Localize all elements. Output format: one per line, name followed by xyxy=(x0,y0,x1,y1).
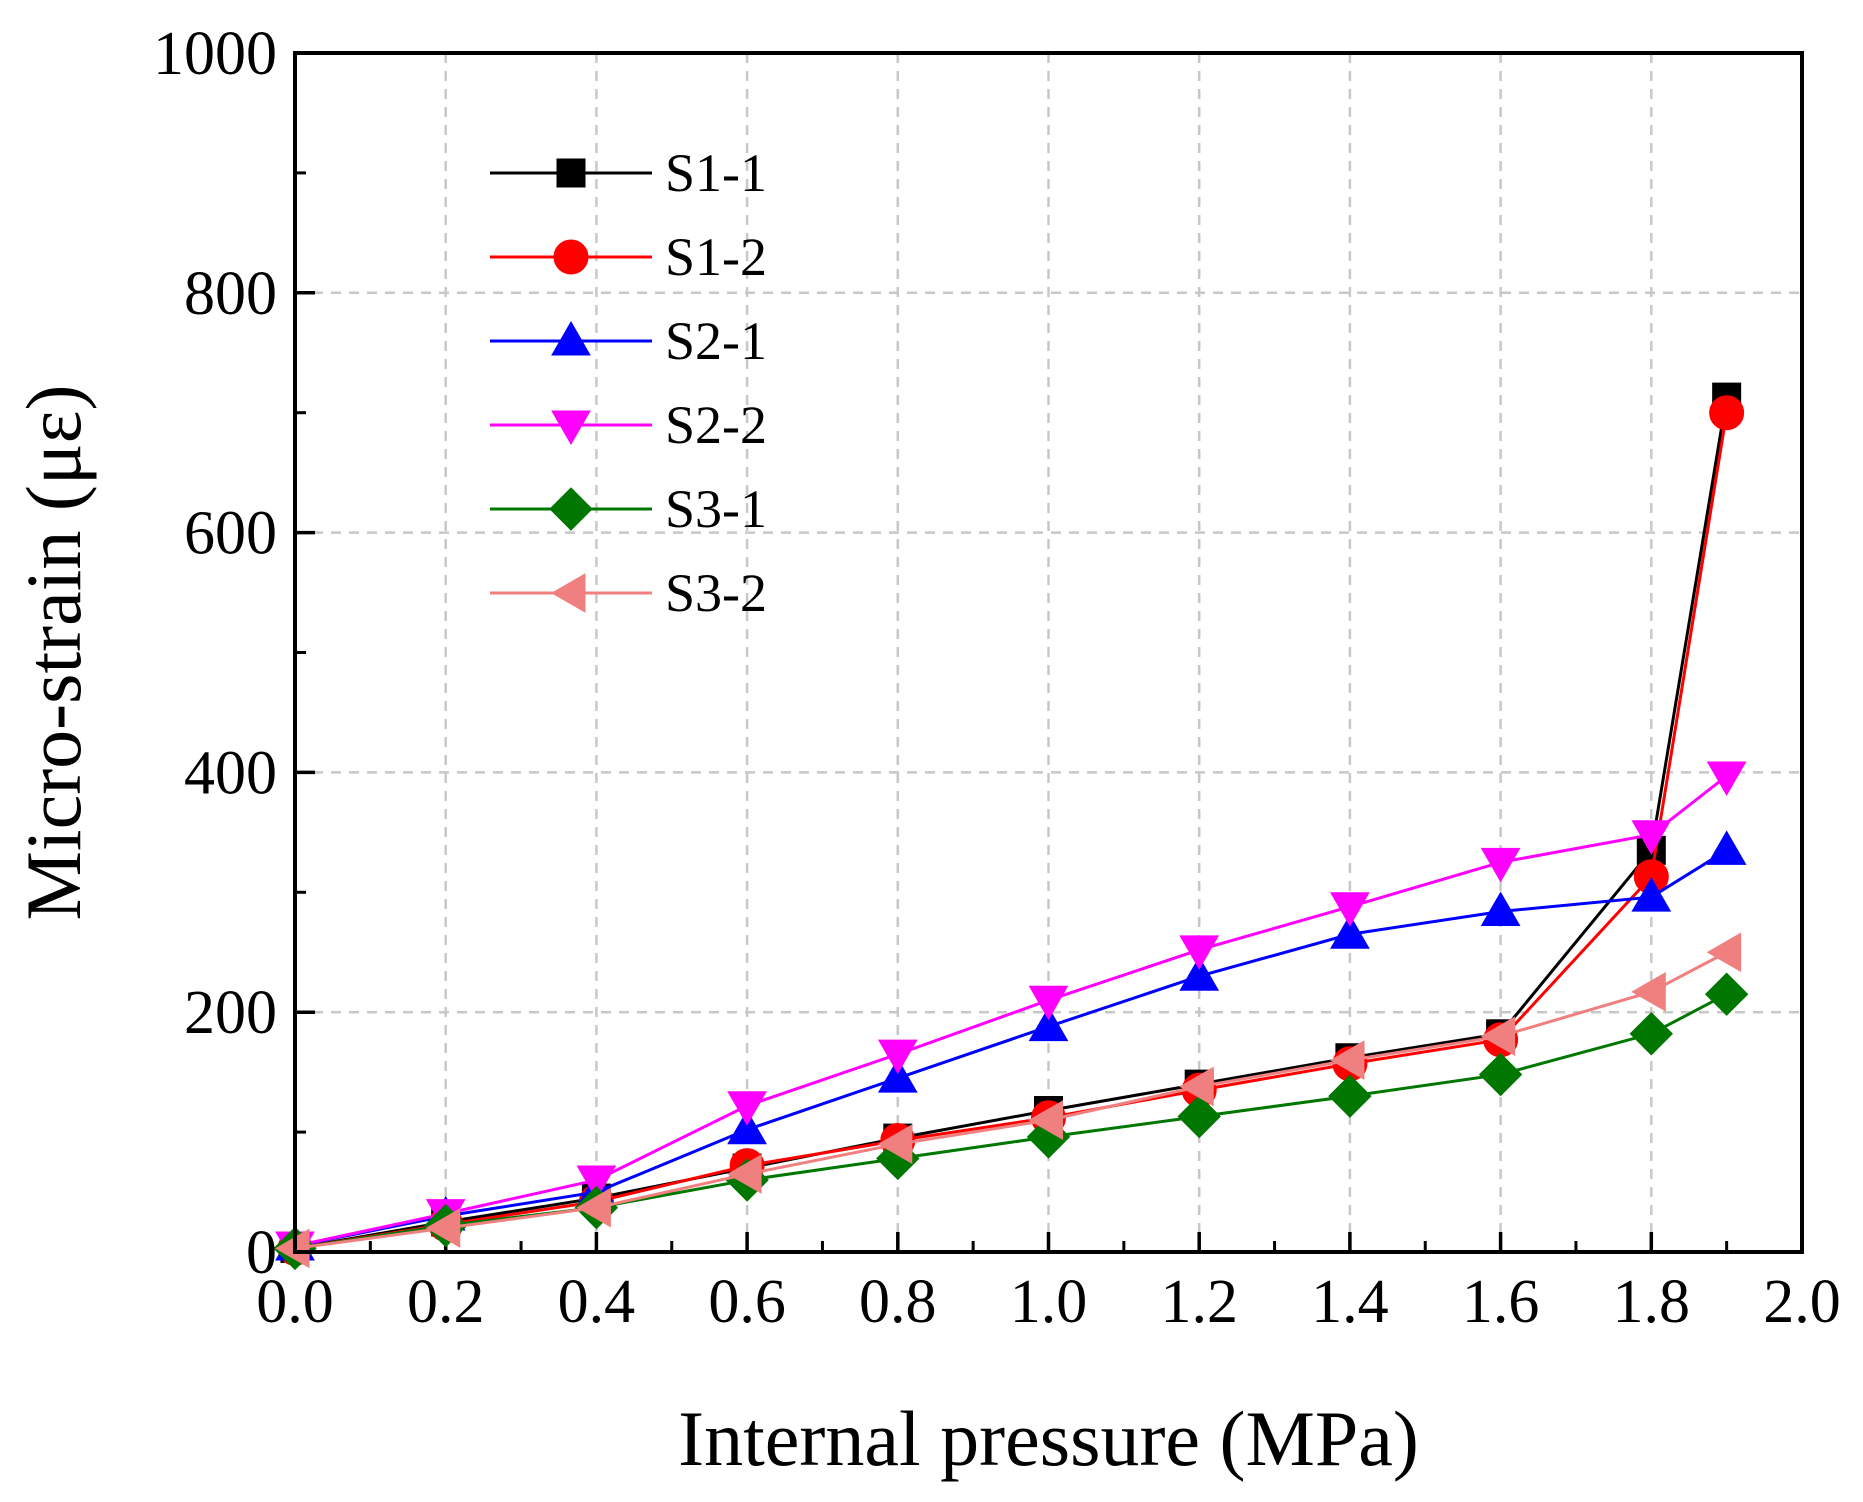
data-point-s2-2 xyxy=(1631,820,1672,855)
legend-marker-s2-1 xyxy=(551,320,591,356)
data-point-s1-2 xyxy=(1709,395,1745,431)
legend-item-s3-2: S3-2 xyxy=(490,563,767,623)
legend-label-s2-1: S2-1 xyxy=(665,311,767,371)
data-point-s3-2 xyxy=(576,1187,611,1228)
y-tick-label: 600 xyxy=(184,500,277,568)
x-tick-label: 0.2 xyxy=(407,1268,485,1336)
y-axis-title: Micro-strain (με) xyxy=(10,385,97,921)
data-point-s2-2 xyxy=(576,1165,617,1201)
legend-item-s3-1: S3-1 xyxy=(490,479,767,539)
data-point-s3-2 xyxy=(425,1208,461,1248)
legend-item-s2-1: S2-1 xyxy=(490,311,767,371)
data-point-s2-1 xyxy=(1179,956,1220,991)
data-point-s3-1 xyxy=(1177,1094,1221,1139)
data-point-s2-2 xyxy=(877,1039,918,1075)
data-point-s3-1 xyxy=(1478,1052,1523,1097)
x-tick-label: 0.6 xyxy=(708,1268,786,1336)
data-point-s2-1 xyxy=(1706,830,1747,865)
data-point-s3-2 xyxy=(1631,971,1666,1012)
data-point-s2-2 xyxy=(1330,892,1370,927)
y-tick-label: 1000 xyxy=(153,20,277,88)
data-point-s2-2 xyxy=(1480,847,1521,883)
data-point-s2-1 xyxy=(877,1058,918,1093)
legend-item-s2-2: S2-2 xyxy=(490,395,767,455)
data-point-s3-2 xyxy=(1179,1066,1214,1107)
x-tick-label: 1.2 xyxy=(1160,1268,1238,1336)
data-point-s3-2 xyxy=(877,1124,913,1164)
data-point-s3-1 xyxy=(1704,972,1749,1016)
x-tick-label: 1.8 xyxy=(1613,1268,1691,1336)
x-tick-label: 2.0 xyxy=(1763,1268,1841,1336)
x-tick-labels: 0.0 0.2 0.4 0.6 0.8 1.0 1.2 1.4 1.6 1.8 2.0 xyxy=(256,1268,1841,1336)
data-point-s2-2 xyxy=(727,1091,767,1126)
legend-label-s1-1: S1-1 xyxy=(665,143,767,203)
x-tick-label: 1.6 xyxy=(1462,1268,1540,1336)
y-tick-labels: 0 200 400 600 800 1000 xyxy=(153,20,277,1287)
data-point-s2-2 xyxy=(1179,935,1220,970)
series-s2-2 xyxy=(275,761,1747,1267)
legend-label-s3-2: S3-2 xyxy=(665,563,767,623)
x-axis-title: Internal pressure (MPa) xyxy=(678,1395,1419,1482)
data-point-s2-1 xyxy=(727,1109,767,1145)
data-point-s3-2 xyxy=(1329,1040,1365,1081)
legend-label-s3-1: S3-1 xyxy=(665,479,767,539)
data-point-s3-2 xyxy=(274,1228,310,1269)
data-point-s2-1 xyxy=(1330,914,1370,949)
data-point-s2-2 xyxy=(1706,761,1747,796)
y-tick-label: 800 xyxy=(184,260,277,328)
y-tick-label: 400 xyxy=(184,739,277,807)
data-point-s3-2 xyxy=(1028,1100,1063,1140)
data-point-s2-1 xyxy=(1028,1006,1069,1042)
x-tick-label: 0.8 xyxy=(859,1268,937,1336)
data-point-s2-1 xyxy=(1480,891,1521,926)
data-point-s3-2 xyxy=(727,1154,762,1194)
x-tick-label: 0.4 xyxy=(558,1268,636,1336)
legend-marker-s2-2 xyxy=(551,410,591,446)
data-point-s3-2 xyxy=(1480,1016,1516,1057)
y-tick-label: 0 xyxy=(246,1219,277,1287)
x-tick-label: 0.0 xyxy=(256,1268,334,1336)
legend-label-s2-2: S2-2 xyxy=(665,395,767,455)
legend-marker-s1-1 xyxy=(556,158,586,188)
x-tick-label: 1.0 xyxy=(1010,1268,1088,1336)
legend-label-s1-2: S1-2 xyxy=(665,227,767,287)
legend: S1-1 S1-2 S2-1 S2-2 S3-1 S3-2 xyxy=(490,143,767,623)
legend-marker-s1-2 xyxy=(553,239,589,275)
legend-marker-s3-2 xyxy=(550,573,586,613)
series-layer xyxy=(273,382,1749,1271)
series-s3-2 xyxy=(274,932,1742,1269)
data-point-s2-2 xyxy=(1028,985,1069,1021)
plot-frame xyxy=(293,51,1804,1254)
data-point-s3-2 xyxy=(1706,932,1742,973)
x-tick-label: 1.4 xyxy=(1311,1268,1389,1336)
legend-item-s1-2: S1-2 xyxy=(490,227,767,287)
data-point-s3-1 xyxy=(1629,1012,1674,1056)
legend-marker-s3-1 xyxy=(549,487,593,531)
data-point-s2-1 xyxy=(1631,877,1672,912)
legend-item-s1-1: S1-1 xyxy=(490,143,767,203)
data-point-s3-1 xyxy=(1328,1074,1372,1118)
y-tick-label: 200 xyxy=(184,979,277,1047)
